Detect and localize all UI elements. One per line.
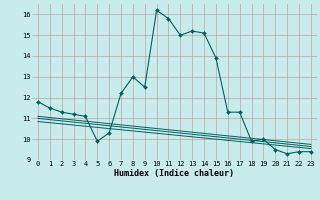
X-axis label: Humidex (Indice chaleur): Humidex (Indice chaleur)	[115, 169, 234, 178]
